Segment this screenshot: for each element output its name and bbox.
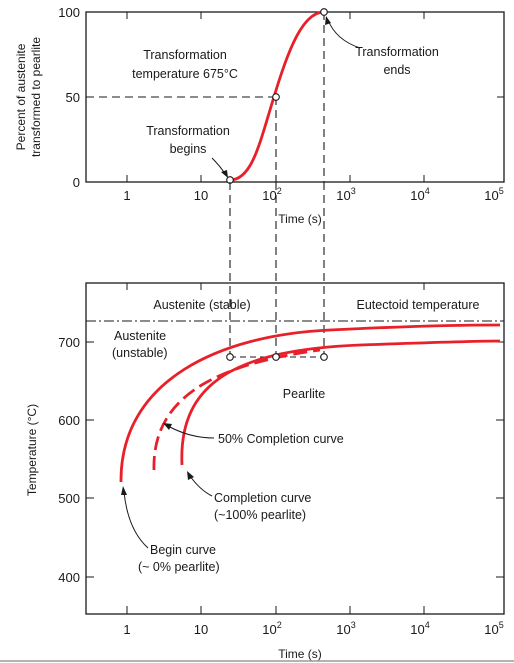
begin-curve-label-line1: Begin curve xyxy=(150,543,216,557)
begin-arrow-line xyxy=(123,491,149,549)
begin-arrow-head xyxy=(121,486,127,495)
begins-label-line1: Transformation xyxy=(146,124,230,138)
bottom-plot-frame xyxy=(85,282,505,615)
fifty-pct-arrow-head xyxy=(163,423,172,430)
top-ytick-label: 50 xyxy=(66,90,80,105)
completion-arrow-head xyxy=(187,471,194,480)
begin-curve-label-line2: (~ 0% pearlite) xyxy=(138,560,220,574)
fifty-pct-curve-label: 50% Completion curve xyxy=(218,432,344,446)
austenite-unstable-line1: Austenite xyxy=(114,329,166,343)
begins-label-line2: begins xyxy=(170,142,207,156)
top-xaxis-title: Time (s) xyxy=(278,212,322,226)
bottom-xtick-label: 105 xyxy=(484,620,503,637)
bottom-ytick-label: 400 xyxy=(58,570,80,585)
bottom-ytick-label: 600 xyxy=(58,413,80,428)
top-yaxis-title-line2: transformed to pearlite xyxy=(29,37,43,157)
begin-curve xyxy=(119,323,501,483)
top-xtick-label: 103 xyxy=(336,186,355,203)
bottom-yaxis-title: Temperature (°C) xyxy=(25,404,39,496)
bottom-ytick-label: 500 xyxy=(58,491,80,506)
top-xtick-label: 102 xyxy=(262,186,281,203)
top-yaxis-title-line1: Percent of austenite xyxy=(14,43,28,150)
top-ytick-label: 0 xyxy=(73,175,80,190)
isotherm-end-point xyxy=(320,353,328,361)
bottom-ytick-label: 700 xyxy=(58,335,80,350)
begins-arrow-head xyxy=(221,170,228,178)
ends-label-line1: Transformation xyxy=(355,45,439,59)
isotherm-begin-point xyxy=(226,353,234,361)
ends-arrow-line xyxy=(327,19,361,49)
austenite-unstable-line2: (unstable) xyxy=(112,346,168,360)
connector-lines xyxy=(229,182,325,357)
top-transformation-curve xyxy=(229,10,325,182)
bottom-xtick-label: 102 xyxy=(262,620,281,637)
bottom-xtick-label: 103 xyxy=(336,620,355,637)
fifty-pct-completion-curve xyxy=(152,348,321,471)
completion-curve-label-line2: (~100% pearlite) xyxy=(214,508,306,522)
ends-label-line2: ends xyxy=(383,63,410,77)
completion-curve-label-line1: Completion curve xyxy=(214,491,311,505)
bottom-plot: 700 600 500 400 1 10 102 103 104 105 Tim… xyxy=(25,282,505,661)
pearlite-label: Pearlite xyxy=(283,387,325,401)
top-xtick-label: 10 xyxy=(194,188,208,203)
top-xtick-label: 1 xyxy=(123,188,130,203)
top-ytick-label: 100 xyxy=(58,5,80,20)
bottom-xtick-label: 104 xyxy=(410,620,429,637)
transformation-ends-point xyxy=(320,8,328,16)
temp-label-line2: temperature 675°C xyxy=(132,67,238,81)
fifty-pct-arrow-line xyxy=(167,425,215,439)
temp-label-line1: Transformation xyxy=(143,48,227,62)
austenite-stable-label: Austenite (stable) xyxy=(153,298,250,312)
top-plot: 100 50 0 1 10 102 103 104 105 Time (s) P… xyxy=(14,5,505,226)
top-xtick-label: 105 xyxy=(484,186,503,203)
completion-curve xyxy=(180,339,501,466)
ends-arrow-head xyxy=(325,16,331,25)
transformation-50pct-point xyxy=(272,93,280,101)
bottom-xtick-label: 1 xyxy=(123,622,130,637)
bottom-xtick-label: 10 xyxy=(194,622,208,637)
bottom-xaxis-title: Time (s) xyxy=(278,647,322,661)
top-xtick-label: 104 xyxy=(410,186,429,203)
completion-arrow-line xyxy=(189,475,213,497)
isotherm-50pct-point xyxy=(272,353,280,361)
eutectoid-label: Eutectoid temperature xyxy=(357,298,480,312)
